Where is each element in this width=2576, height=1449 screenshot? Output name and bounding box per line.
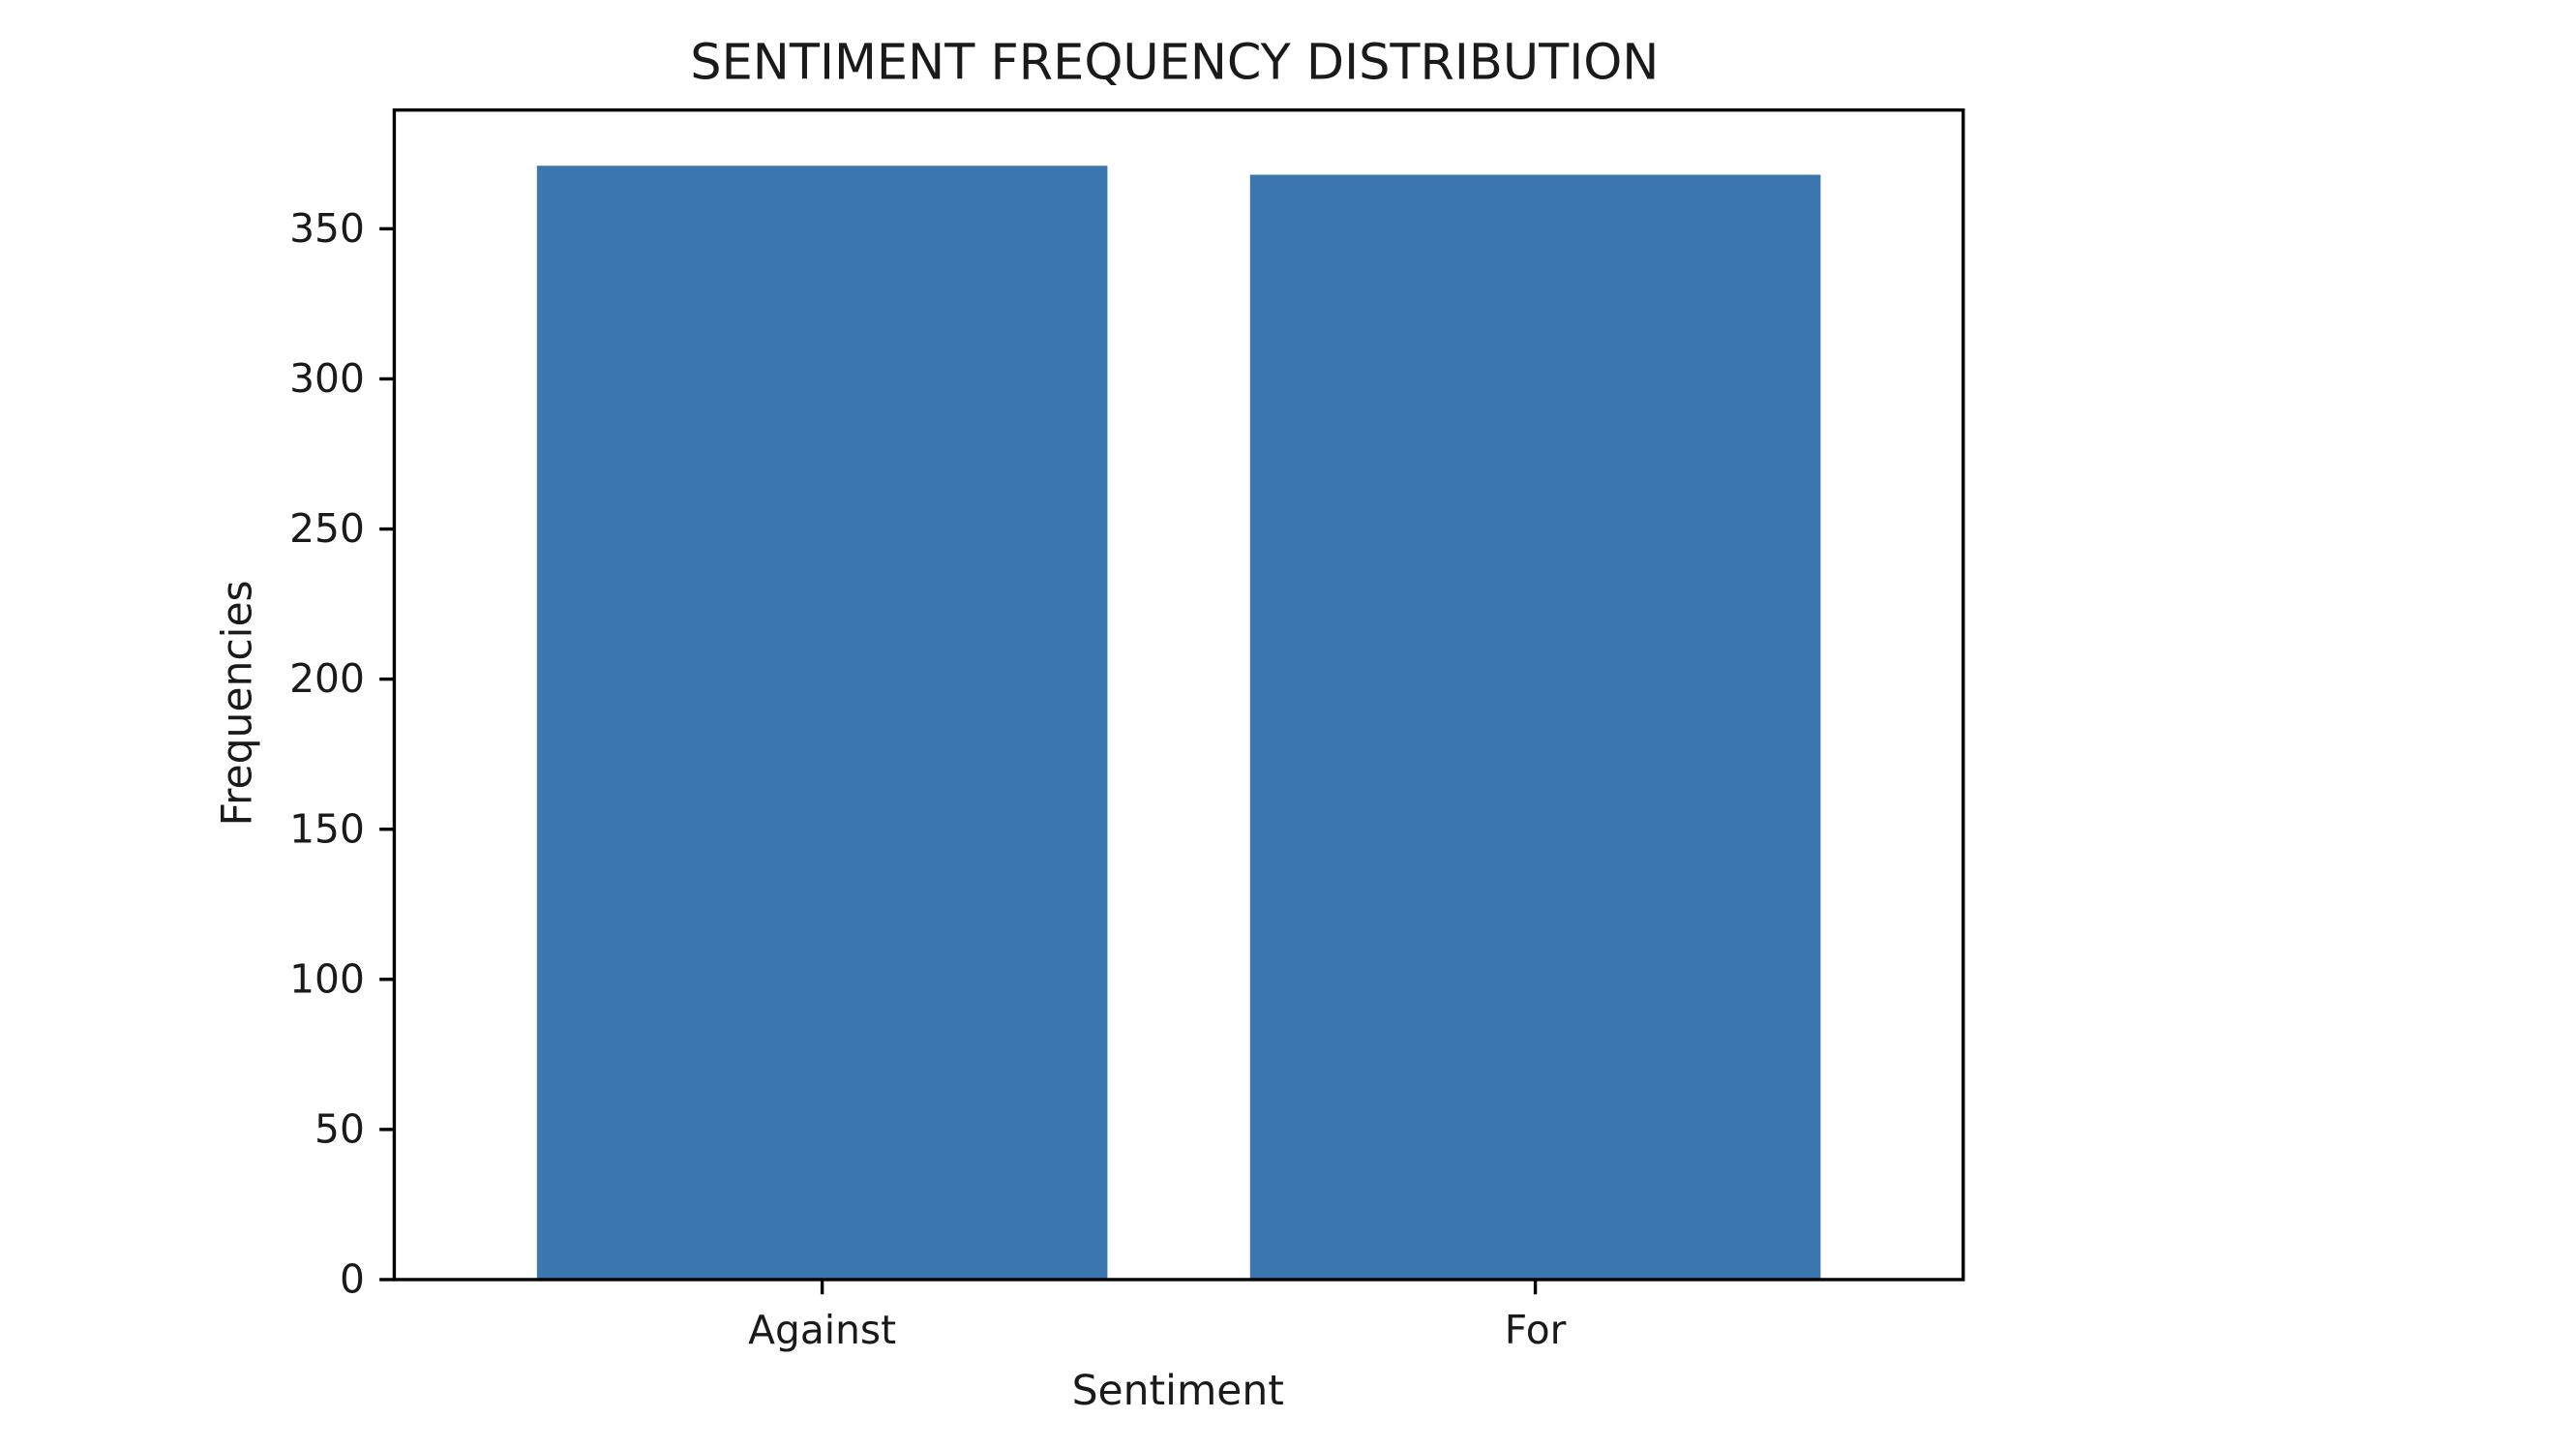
x-axis-label: Sentiment [1072,1368,1284,1415]
y-tick-label: 150 [289,805,365,852]
y-tick-label: 50 [315,1105,365,1152]
y-tick-label: 250 [289,505,365,552]
x-axis-ticks: Against For [748,1279,1567,1353]
x-tick-label-for: For [1505,1307,1567,1353]
bar-against [536,166,1108,1280]
bar-for [1249,174,1821,1280]
chart-title: SENTIMENT FREQUENCY DISTRIBUTION [690,34,1659,91]
x-tick-label-against: Against [748,1307,896,1353]
y-tick-label: 300 [289,355,365,402]
bars-group [536,166,1821,1280]
y-tick-label: 350 [289,205,365,252]
y-axis-ticks: 0 50 100 150 200 250 300 350 [289,205,395,1303]
y-tick-label: 100 [289,955,365,1002]
y-tick-label: 200 [289,655,365,702]
y-axis-label: Frequencies [215,580,262,826]
plot-area-frame [392,108,1965,1282]
y-tick-label: 0 [340,1256,365,1303]
